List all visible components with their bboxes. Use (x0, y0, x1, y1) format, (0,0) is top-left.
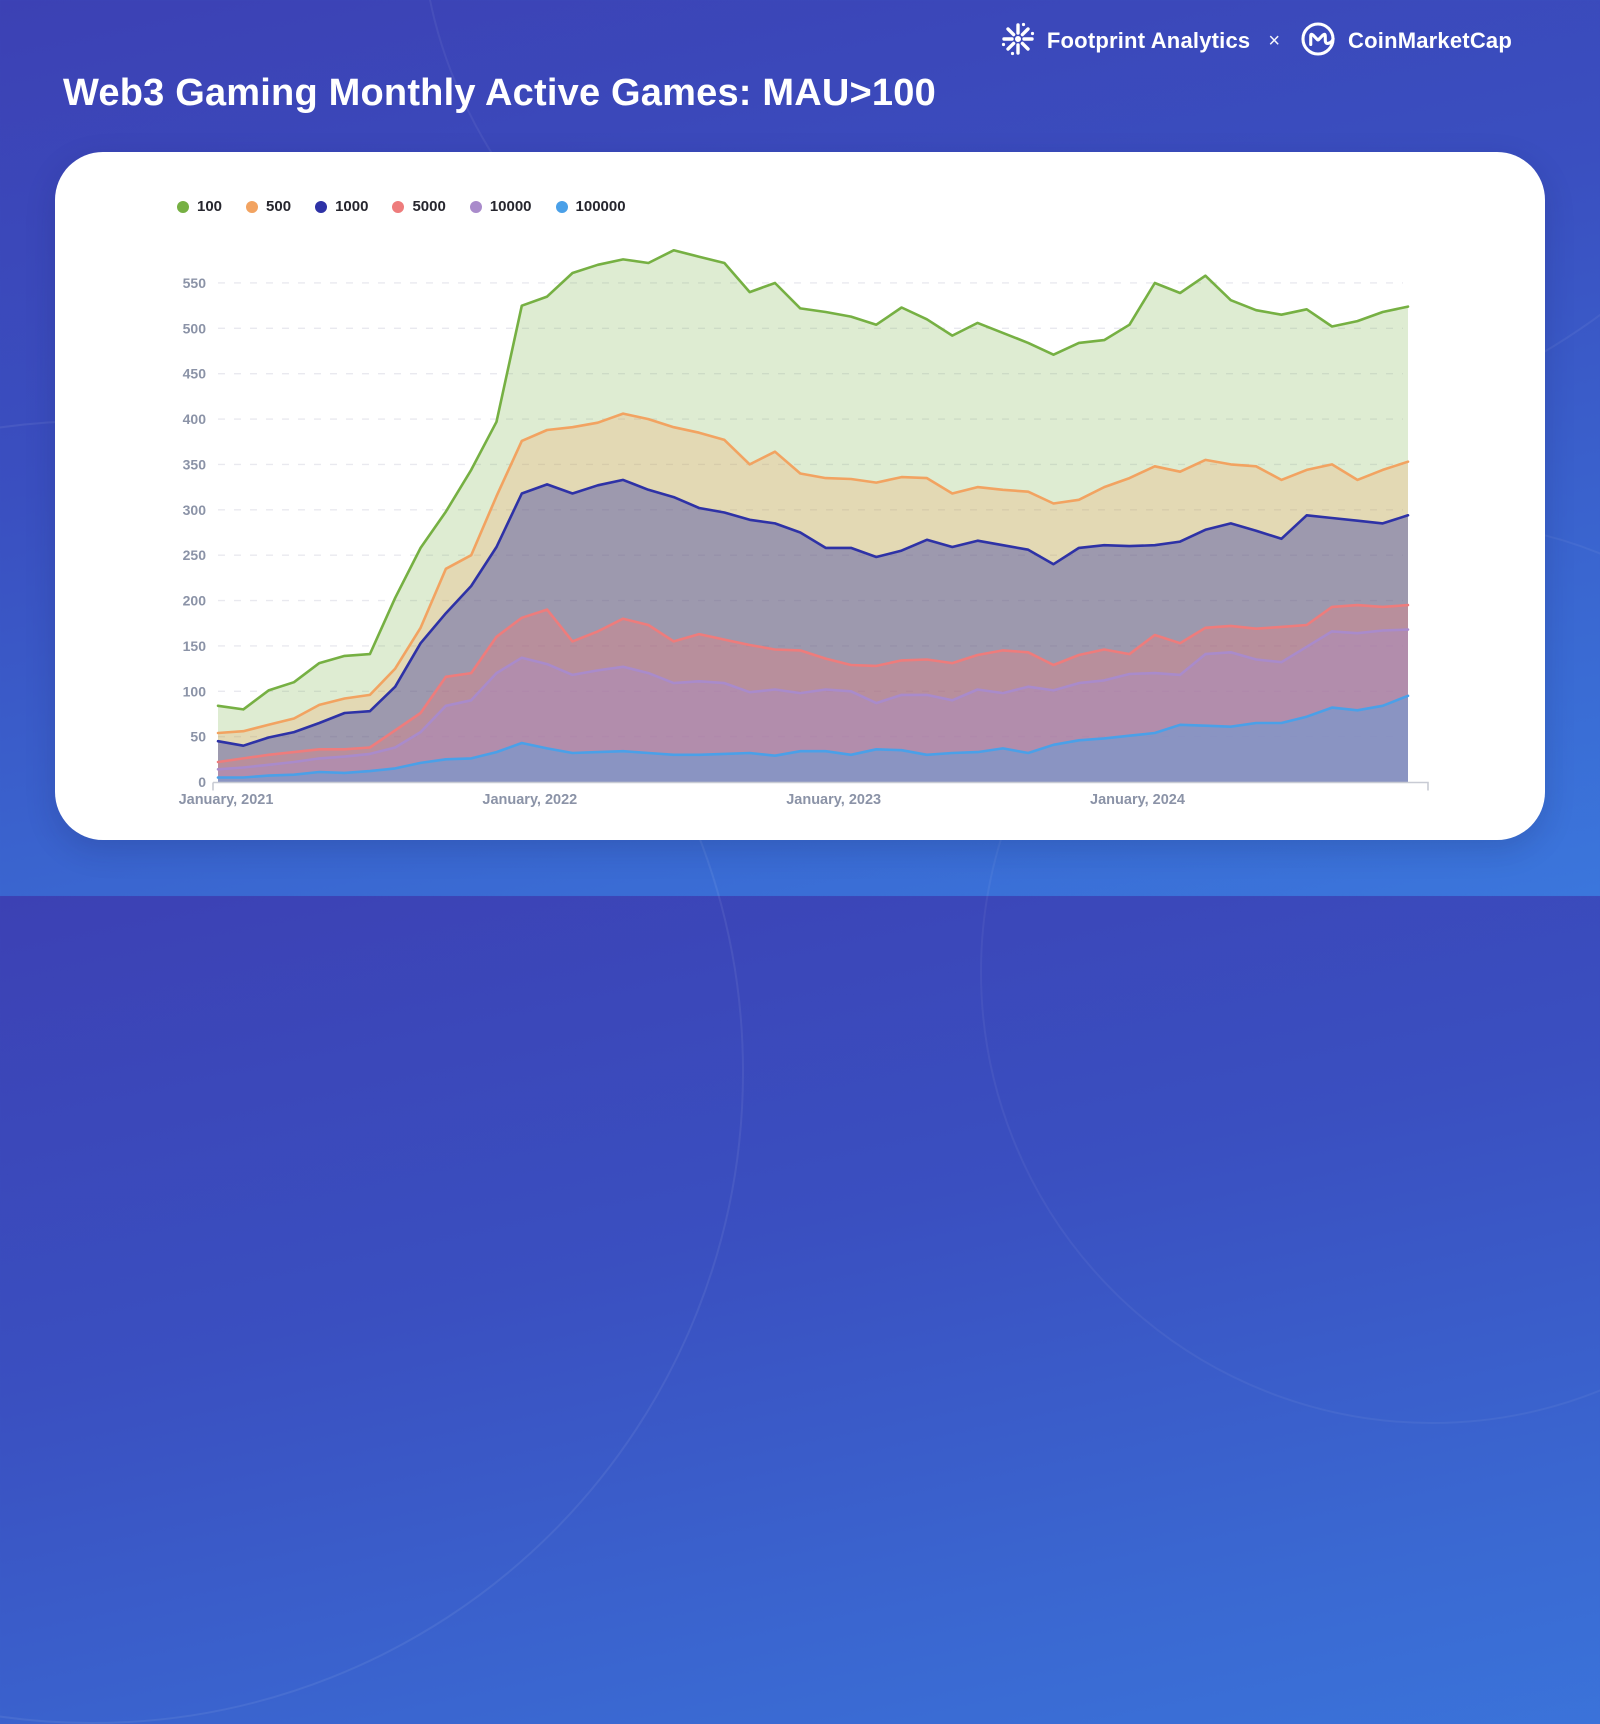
line-series-1000 (216, 478, 1410, 747)
chart-card: 100 500 1000 5000 10000 100000 0 50 100 150 200 25… (55, 152, 1545, 840)
x-axis-tick-label: January, 2022 (482, 792, 577, 808)
x-axis-tick-label: January, 2024 (1090, 792, 1185, 808)
legend-item-5000[interactable]: 5000 (392, 198, 446, 215)
x-axis-tick-label: January, 2023 (786, 792, 881, 808)
coinmarketcap-wordmark: CoinMarketCap (1348, 28, 1512, 53)
footprint-analytics-brand[interactable]: Footprint Analytics (999, 20, 1250, 63)
legend-item-label: 1000 (335, 198, 369, 215)
legend-dot-icon (177, 200, 189, 213)
gridlines (218, 282, 1403, 738)
y-axis-tick-label: 450 (183, 366, 207, 382)
legend-item-label: 500 (266, 198, 292, 215)
legend-item-label: 10000 (489, 198, 532, 215)
y-axis-tick-label: 0 (198, 774, 206, 790)
legend-item-label: 100000 (575, 198, 626, 215)
series-areas (218, 250, 1408, 783)
area-series-100 (218, 250, 1408, 783)
line-series-5000 (216, 603, 1410, 764)
y-axis-tick-label: 50 (190, 729, 206, 745)
y-axis-tick-label: 300 (183, 502, 207, 518)
y-axis-tick-label: 500 (183, 320, 207, 336)
y-axis-tick-label: 100 (183, 683, 207, 699)
area-chart-plot[interactable]: 0 50 100 150 200 250 300 350 400 450 500 550 January… (55, 152, 1545, 840)
legend-dot-icon (246, 200, 259, 213)
y-axis-tick-label: 350 (183, 456, 207, 472)
legend-dot-icon (469, 200, 482, 213)
line-series-500 (216, 412, 1410, 735)
coinmarketcap-brand[interactable]: CoinMarketCap (1298, 19, 1512, 64)
x-axis-labels: January, 2021 January, 2022 January, 2023 J… (179, 792, 1185, 808)
legend-item-10000[interactable]: 10000 (469, 198, 532, 215)
area-series-100000 (218, 695, 1408, 782)
footprint-starburst-icon (999, 20, 1037, 63)
line-series-100 (216, 249, 1410, 711)
y-axis-tick-label: 550 (183, 275, 207, 291)
x-axis-tick-label: January, 2021 (179, 792, 274, 808)
legend-item-label: 100 (197, 198, 223, 215)
legend-item-label: 5000 (412, 198, 446, 215)
line-series-10000 (216, 628, 1410, 771)
chart-legend: 100 500 1000 5000 10000 100000 (177, 198, 626, 215)
series-lines (216, 249, 1410, 779)
area-series-1000 (218, 479, 1408, 782)
y-axis-labels: 0 50 100 150 200 250 300 350 400 450 500 550 (183, 275, 207, 790)
legend-dot-icon (555, 200, 568, 213)
legend-dot-icon (315, 200, 328, 213)
x-axis-line (212, 781, 1429, 791)
legend-item-500[interactable]: 500 (246, 198, 291, 215)
y-axis-tick-label: 200 (183, 593, 207, 609)
footprint-analytics-wordmark: Footprint Analytics (1046, 28, 1251, 53)
page-title: Web3 Gaming Monthly Active Games: MAU>10… (63, 72, 936, 114)
brand-bar: Footprint Analytics × CoinMarketCap (999, 18, 1512, 64)
y-axis-tick-label: 150 (183, 638, 207, 654)
y-axis-tick-label: 250 (183, 547, 207, 563)
collab-x-separator: × (1268, 29, 1281, 52)
y-axis-tick-label: 400 (183, 411, 207, 427)
legend-dot-icon (392, 200, 405, 213)
legend-item-1000[interactable]: 1000 (315, 198, 368, 215)
legend-item-100[interactable]: 100 (177, 198, 222, 215)
coinmarketcap-ring-icon (1298, 19, 1338, 64)
legend-item-100000[interactable]: 100000 (555, 198, 626, 215)
line-series-100000 (216, 694, 1410, 779)
